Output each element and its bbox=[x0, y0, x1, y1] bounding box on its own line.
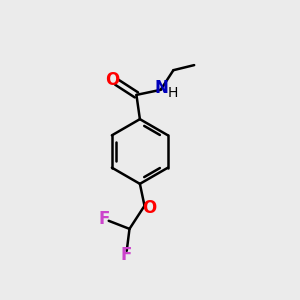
Text: O: O bbox=[106, 71, 120, 89]
Text: F: F bbox=[121, 246, 132, 264]
Text: H: H bbox=[167, 85, 178, 100]
Text: F: F bbox=[99, 210, 110, 228]
Text: N: N bbox=[154, 80, 168, 98]
Text: O: O bbox=[142, 199, 157, 217]
